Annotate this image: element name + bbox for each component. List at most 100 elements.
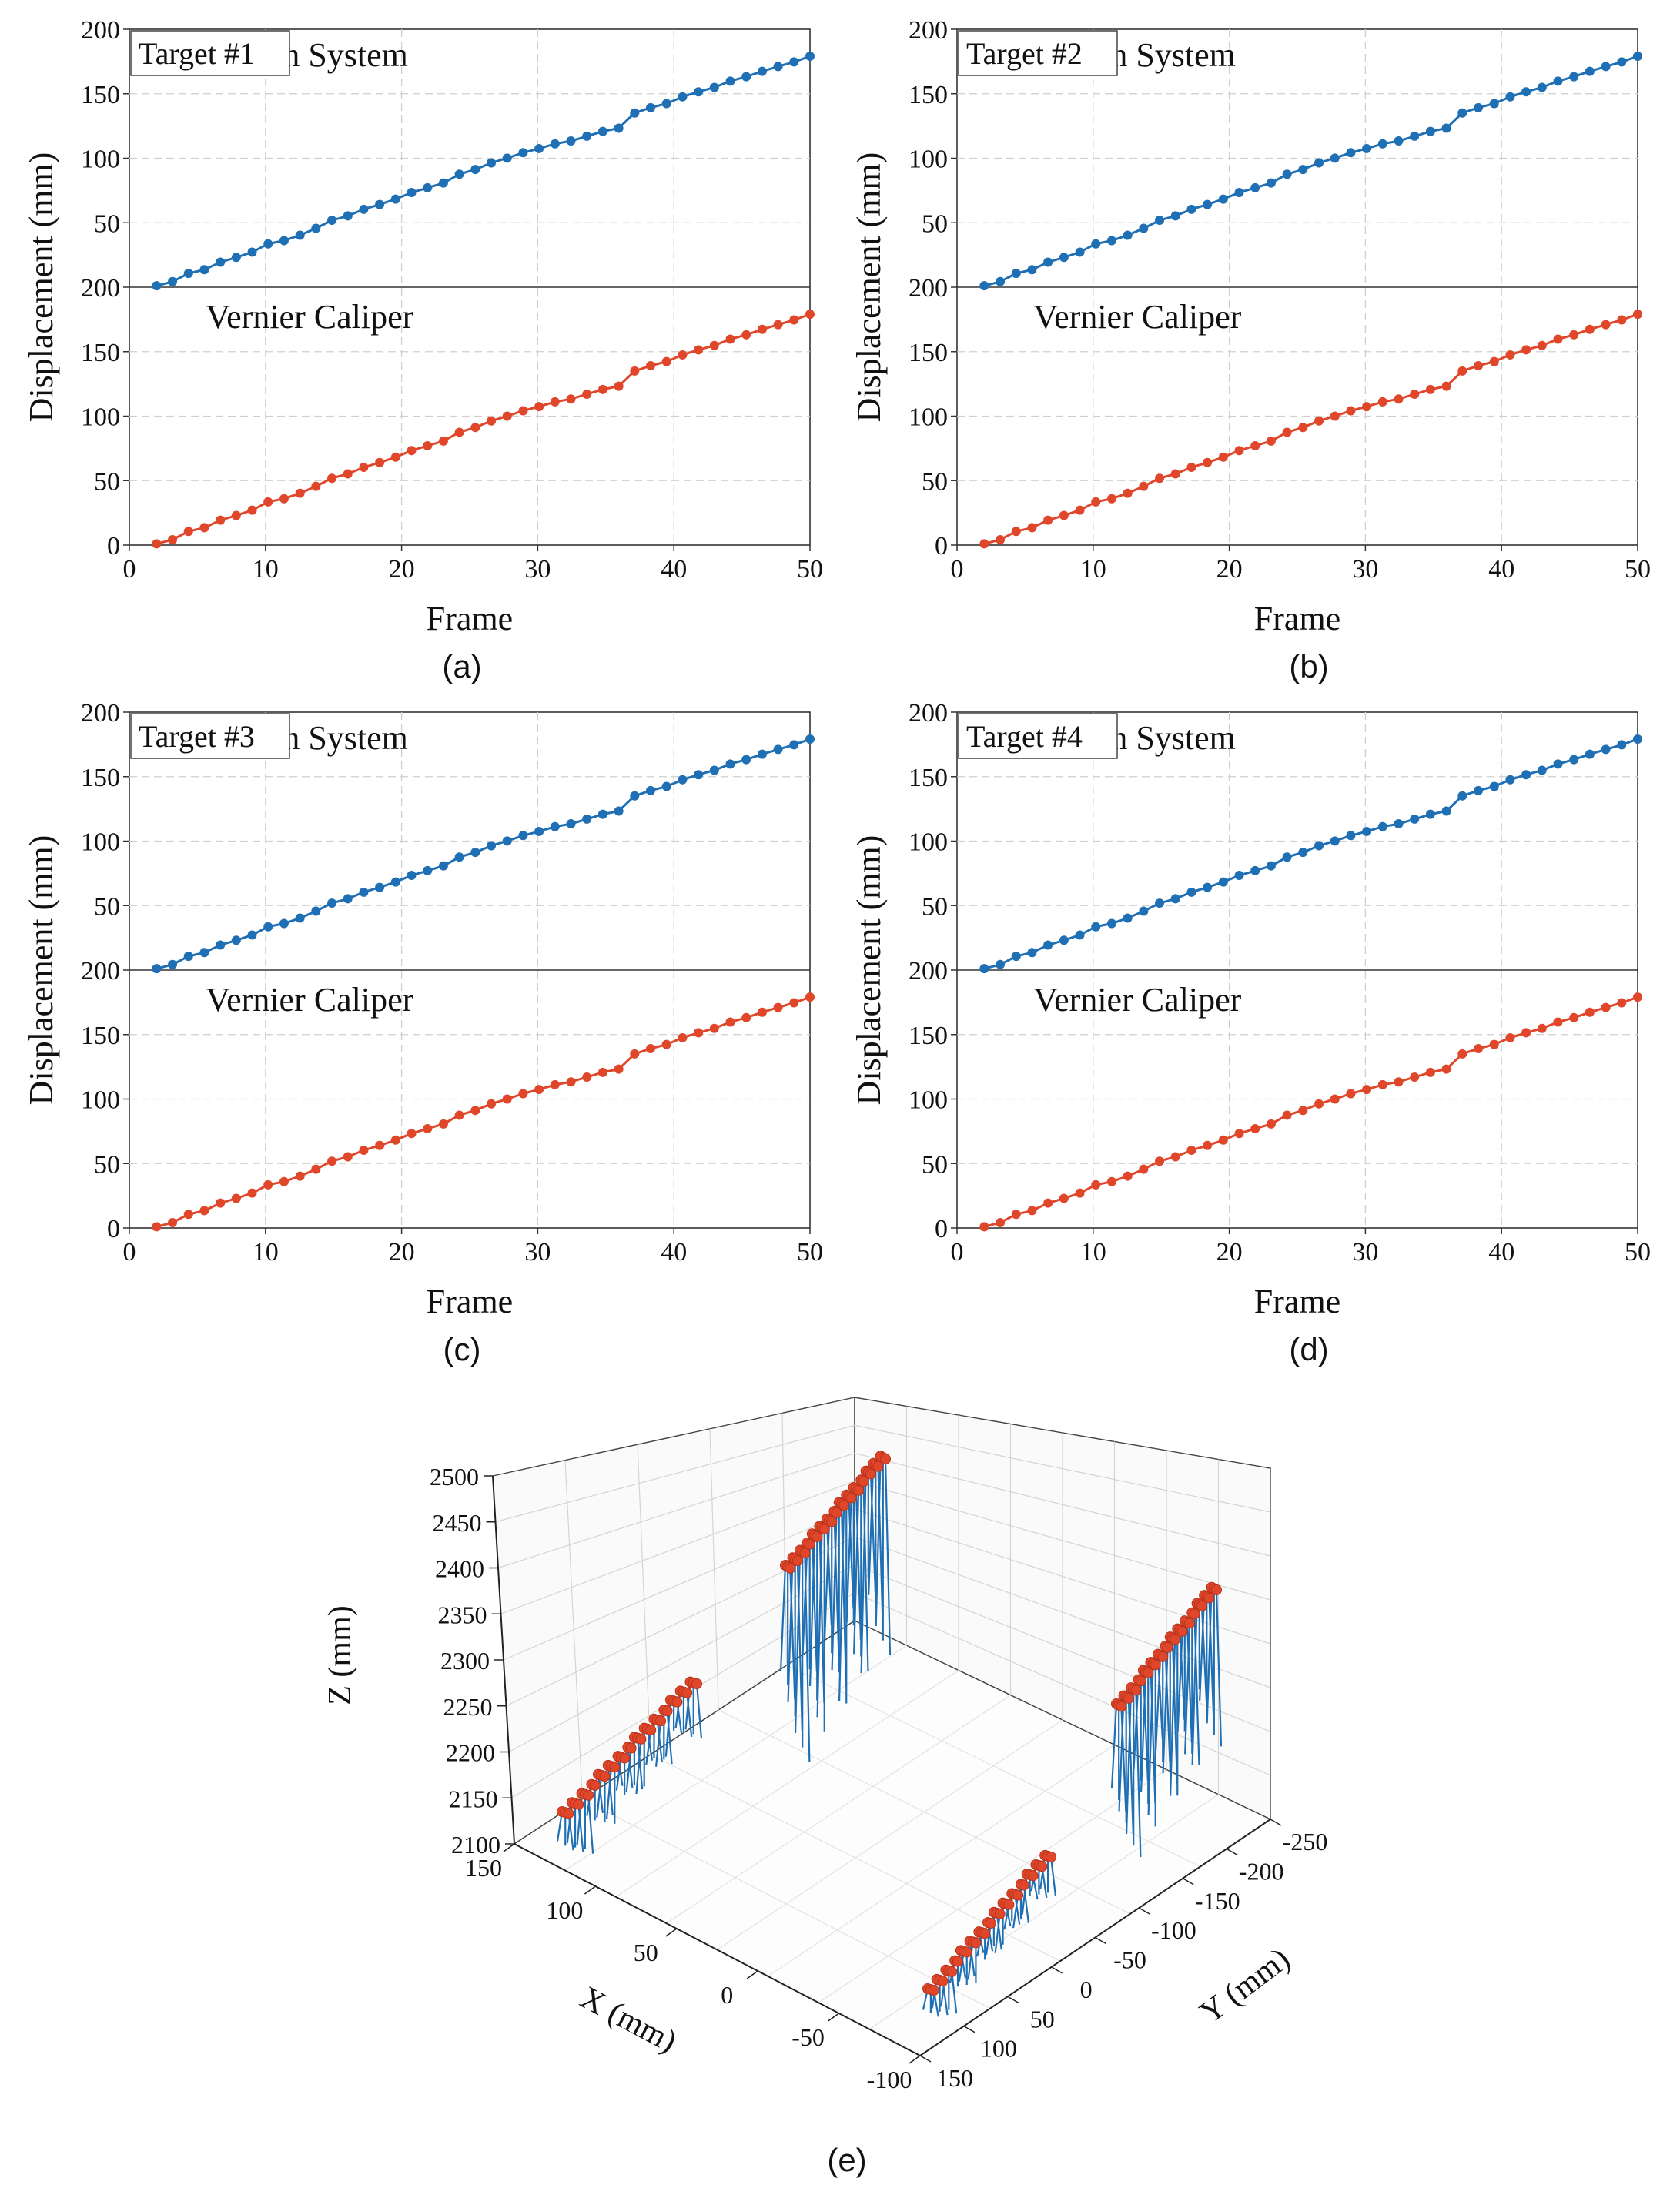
target-point (1157, 1651, 1169, 1662)
data-point (1505, 775, 1515, 785)
data-point (183, 1210, 193, 1220)
y-tick-label: 100 (909, 146, 948, 174)
trace-line (951, 1971, 958, 2014)
data-point (1282, 1110, 1292, 1120)
x-tick-label: 50 (797, 555, 823, 584)
trace-line (996, 1912, 1002, 1950)
y-tick-label: 50 (1030, 2005, 1055, 2033)
x-tick-label: 20 (1216, 1238, 1243, 1266)
series-vernier-caliper (152, 992, 815, 1232)
trace-line (1164, 1646, 1171, 1762)
data-point (168, 1217, 178, 1227)
data-point (1266, 178, 1276, 188)
data-point (502, 1094, 512, 1104)
data-point (1011, 269, 1021, 279)
data-point (1553, 76, 1563, 86)
x-tick-label: 50 (1625, 1238, 1651, 1266)
data-point (1139, 223, 1149, 233)
target-point (1027, 1870, 1039, 1882)
data-point (1362, 143, 1372, 153)
x-tick (909, 2055, 921, 2064)
target-label: Target #1 (139, 36, 255, 71)
data-point (996, 959, 1006, 969)
data-point (741, 72, 751, 82)
data-point (1633, 310, 1642, 320)
y-tick-label: 50 (94, 892, 120, 921)
data-point (279, 236, 289, 246)
y-tick-label: 50 (922, 209, 948, 238)
data-point (1505, 350, 1515, 360)
data-point (359, 1145, 369, 1155)
y-tick-label: 150 (81, 764, 120, 792)
trace-line (802, 1542, 808, 1655)
data-point (1346, 148, 1356, 158)
target-point (563, 1808, 574, 1819)
trace-line (816, 1527, 823, 1718)
y-tick-label: 0 (107, 532, 120, 560)
trace-line (596, 1775, 603, 1818)
z-axis-title: Z (mm) (323, 1605, 358, 1705)
data-point (1521, 87, 1531, 97)
data-point (199, 523, 209, 533)
data-point (247, 505, 257, 515)
y-tick-label: 200 (909, 699, 948, 728)
data-point (1457, 1049, 1467, 1059)
data-point (1505, 1032, 1515, 1042)
data-point (231, 935, 241, 945)
data-point (678, 775, 688, 785)
x-tick-label: 150 (465, 1854, 502, 1882)
trace-line (695, 1683, 703, 1739)
data-point (1441, 381, 1451, 391)
data-point (614, 1064, 624, 1074)
x-tick-label: -100 (867, 2066, 912, 2093)
trace-line (1184, 1623, 1191, 1755)
data-point (1425, 126, 1435, 136)
x-tick-label: 0 (951, 1238, 964, 1266)
data-point (725, 1017, 735, 1027)
data-point (1362, 1085, 1372, 1095)
data-point (1186, 887, 1196, 897)
data-point (534, 1085, 544, 1095)
data-point (789, 57, 799, 67)
x-axis-line (514, 1843, 921, 2056)
data-point (661, 356, 671, 366)
x-tick (828, 2013, 840, 2022)
y-tick-label: -150 (1195, 1887, 1240, 1915)
target-point (1170, 1634, 1181, 1645)
data-point (1266, 861, 1276, 871)
target-point (979, 1928, 991, 1939)
trace-line (1206, 1587, 1213, 1724)
data-point (1155, 216, 1165, 226)
data-point (295, 913, 305, 923)
data-point (582, 814, 592, 824)
trace-line (637, 1738, 644, 1790)
data-point (1537, 340, 1547, 350)
target-point (928, 1985, 939, 1996)
y-tick-label: -250 (1283, 1828, 1328, 1855)
data-point (805, 52, 815, 62)
data-point (550, 139, 560, 149)
trace-line (969, 1941, 976, 1977)
data-point (1585, 1007, 1595, 1017)
data-point (1170, 211, 1180, 221)
x-tick (746, 1970, 758, 1979)
trace-line (794, 1550, 802, 1734)
data-point (1059, 510, 1069, 520)
trace-line (840, 1504, 848, 1687)
x-axis-title: Frame (427, 1283, 513, 1320)
y-tick-label: 150 (909, 1022, 948, 1050)
data-point (1410, 131, 1420, 141)
grid-line-wall (637, 1444, 651, 1755)
target-point (961, 1946, 972, 1958)
data-point (487, 841, 497, 851)
target-point (1018, 1879, 1029, 1891)
trace-line (833, 1511, 840, 1656)
data-point (757, 324, 767, 334)
data-point (1155, 898, 1165, 908)
data-point (1394, 136, 1404, 146)
chart-panel-2: 0 50 100 150 200 50 100 150 200 0 10 20 30 40 50 Frame D… (850, 16, 1651, 637)
data-point (311, 1164, 321, 1174)
data-point (423, 1124, 433, 1134)
grid-line-z (511, 1592, 1271, 1798)
data-point (597, 1067, 607, 1077)
